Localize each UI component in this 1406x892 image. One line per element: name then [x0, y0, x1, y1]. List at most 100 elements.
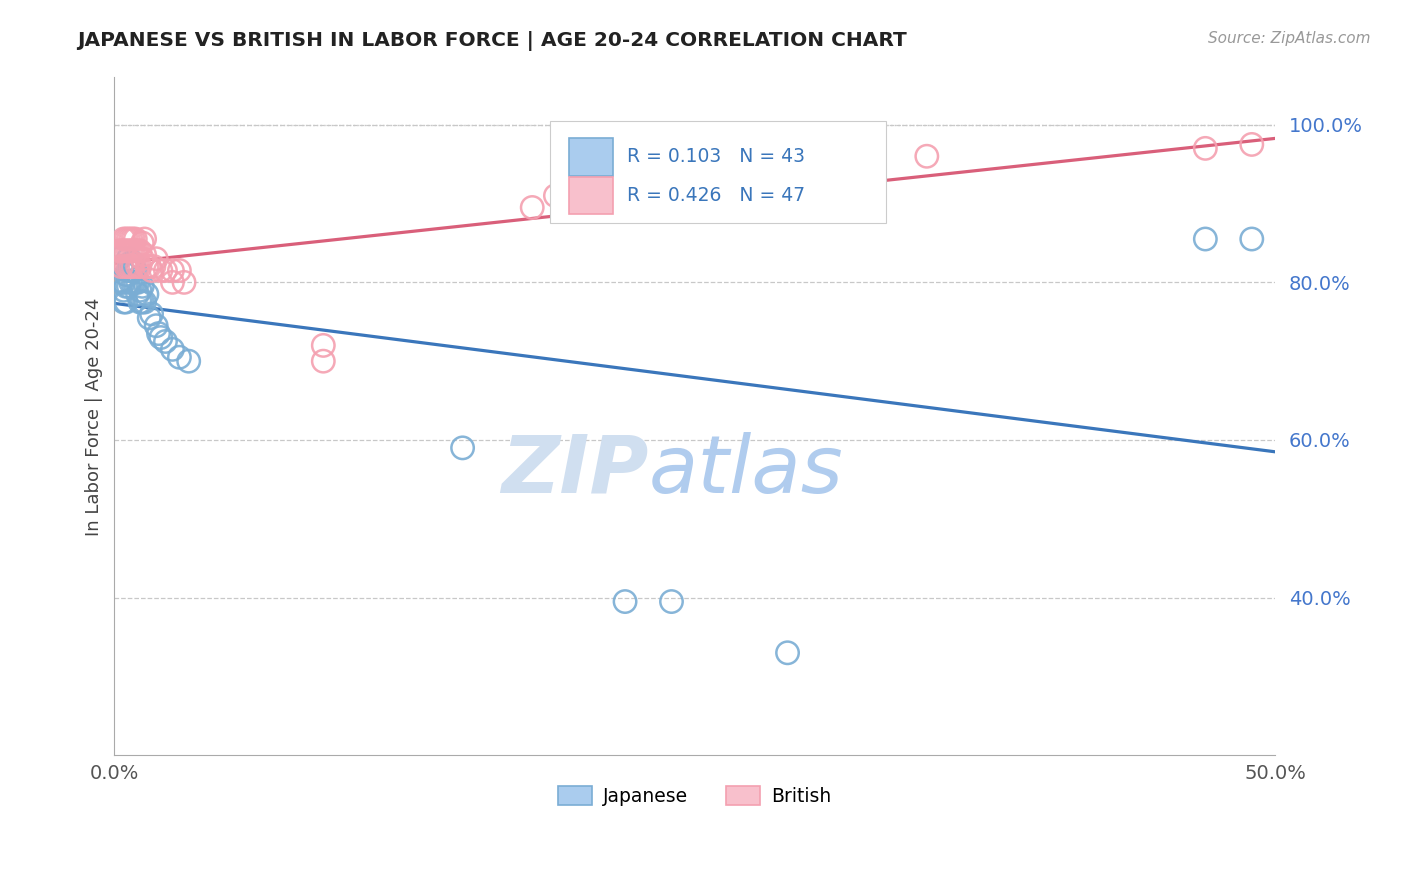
Point: [162, 343, 184, 357]
Point: [115, 295, 138, 310]
Point: [1240, 232, 1263, 246]
Point: [131, 295, 153, 310]
Point: [127, 244, 149, 258]
Point: [127, 260, 149, 274]
Text: atlas: atlas: [648, 432, 844, 509]
Point: [122, 263, 145, 277]
Point: [117, 263, 139, 277]
Point: [112, 276, 135, 290]
Point: [544, 188, 567, 202]
Text: R = 0.103   N = 43: R = 0.103 N = 43: [627, 147, 806, 166]
Point: [129, 283, 152, 297]
Point: [451, 441, 474, 455]
Point: [776, 646, 799, 660]
Point: [110, 260, 132, 274]
Point: [120, 232, 142, 246]
Point: [127, 287, 149, 301]
Point: [162, 263, 184, 277]
Point: [122, 260, 145, 274]
Point: [112, 295, 135, 310]
Point: [117, 260, 139, 274]
Point: [117, 244, 139, 258]
Y-axis label: In Labor Force | Age 20-24: In Labor Force | Age 20-24: [86, 297, 103, 535]
Point: [134, 232, 156, 246]
Point: [120, 263, 142, 277]
Point: [131, 235, 153, 250]
Legend: Japanese, British: Japanese, British: [551, 779, 838, 814]
Point: [145, 318, 167, 333]
Point: [129, 244, 152, 258]
Point: [122, 244, 145, 258]
Point: [115, 244, 138, 258]
Point: [614, 594, 637, 608]
Point: [134, 295, 156, 310]
Point: [112, 283, 135, 297]
Point: [1194, 141, 1216, 155]
Point: [169, 263, 191, 277]
Point: [108, 244, 131, 258]
FancyBboxPatch shape: [569, 138, 613, 176]
Point: [115, 232, 138, 246]
Point: [127, 276, 149, 290]
Point: [135, 287, 157, 301]
Point: [141, 307, 163, 321]
Point: [149, 263, 172, 277]
Text: ZIP: ZIP: [501, 432, 648, 509]
Point: [522, 201, 544, 215]
Point: [129, 260, 152, 274]
Point: [117, 279, 139, 293]
Point: [112, 244, 135, 258]
Point: [155, 334, 177, 349]
Point: [148, 326, 170, 341]
Point: [134, 248, 156, 262]
Point: [129, 295, 152, 310]
Point: [915, 149, 938, 163]
Point: [120, 260, 142, 274]
Point: [115, 268, 138, 282]
Point: [110, 244, 132, 258]
Point: [142, 260, 165, 274]
Point: [122, 255, 145, 269]
Point: [131, 252, 153, 266]
Point: [124, 276, 146, 290]
Point: [173, 276, 195, 290]
Point: [131, 279, 153, 293]
Point: [108, 252, 131, 266]
Point: [162, 276, 184, 290]
Point: [138, 260, 160, 274]
Point: [120, 255, 142, 269]
Point: [141, 263, 163, 277]
Point: [155, 263, 177, 277]
Point: [1194, 232, 1216, 246]
Point: [124, 263, 146, 277]
Point: [135, 260, 157, 274]
Point: [124, 244, 146, 258]
FancyBboxPatch shape: [550, 121, 886, 223]
Point: [120, 244, 142, 258]
Text: Source: ZipAtlas.com: Source: ZipAtlas.com: [1208, 31, 1371, 46]
Text: R = 0.426   N = 47: R = 0.426 N = 47: [627, 186, 806, 205]
Point: [312, 354, 335, 368]
Point: [120, 276, 142, 290]
Point: [312, 338, 335, 352]
Point: [110, 276, 132, 290]
Point: [591, 173, 613, 187]
Point: [149, 330, 172, 344]
Point: [177, 354, 200, 368]
Point: [112, 232, 135, 246]
Point: [122, 232, 145, 246]
Point: [110, 260, 132, 274]
Text: JAPANESE VS BRITISH IN LABOR FORCE | AGE 20-24 CORRELATION CHART: JAPANESE VS BRITISH IN LABOR FORCE | AGE…: [77, 31, 907, 51]
Point: [1240, 137, 1263, 152]
Point: [115, 260, 138, 274]
Point: [124, 232, 146, 246]
Point: [122, 276, 145, 290]
Point: [138, 310, 160, 325]
Point: [115, 279, 138, 293]
Point: [145, 252, 167, 266]
Point: [117, 232, 139, 246]
FancyBboxPatch shape: [569, 178, 613, 214]
Point: [117, 252, 139, 266]
Point: [568, 181, 591, 195]
Point: [661, 594, 683, 608]
